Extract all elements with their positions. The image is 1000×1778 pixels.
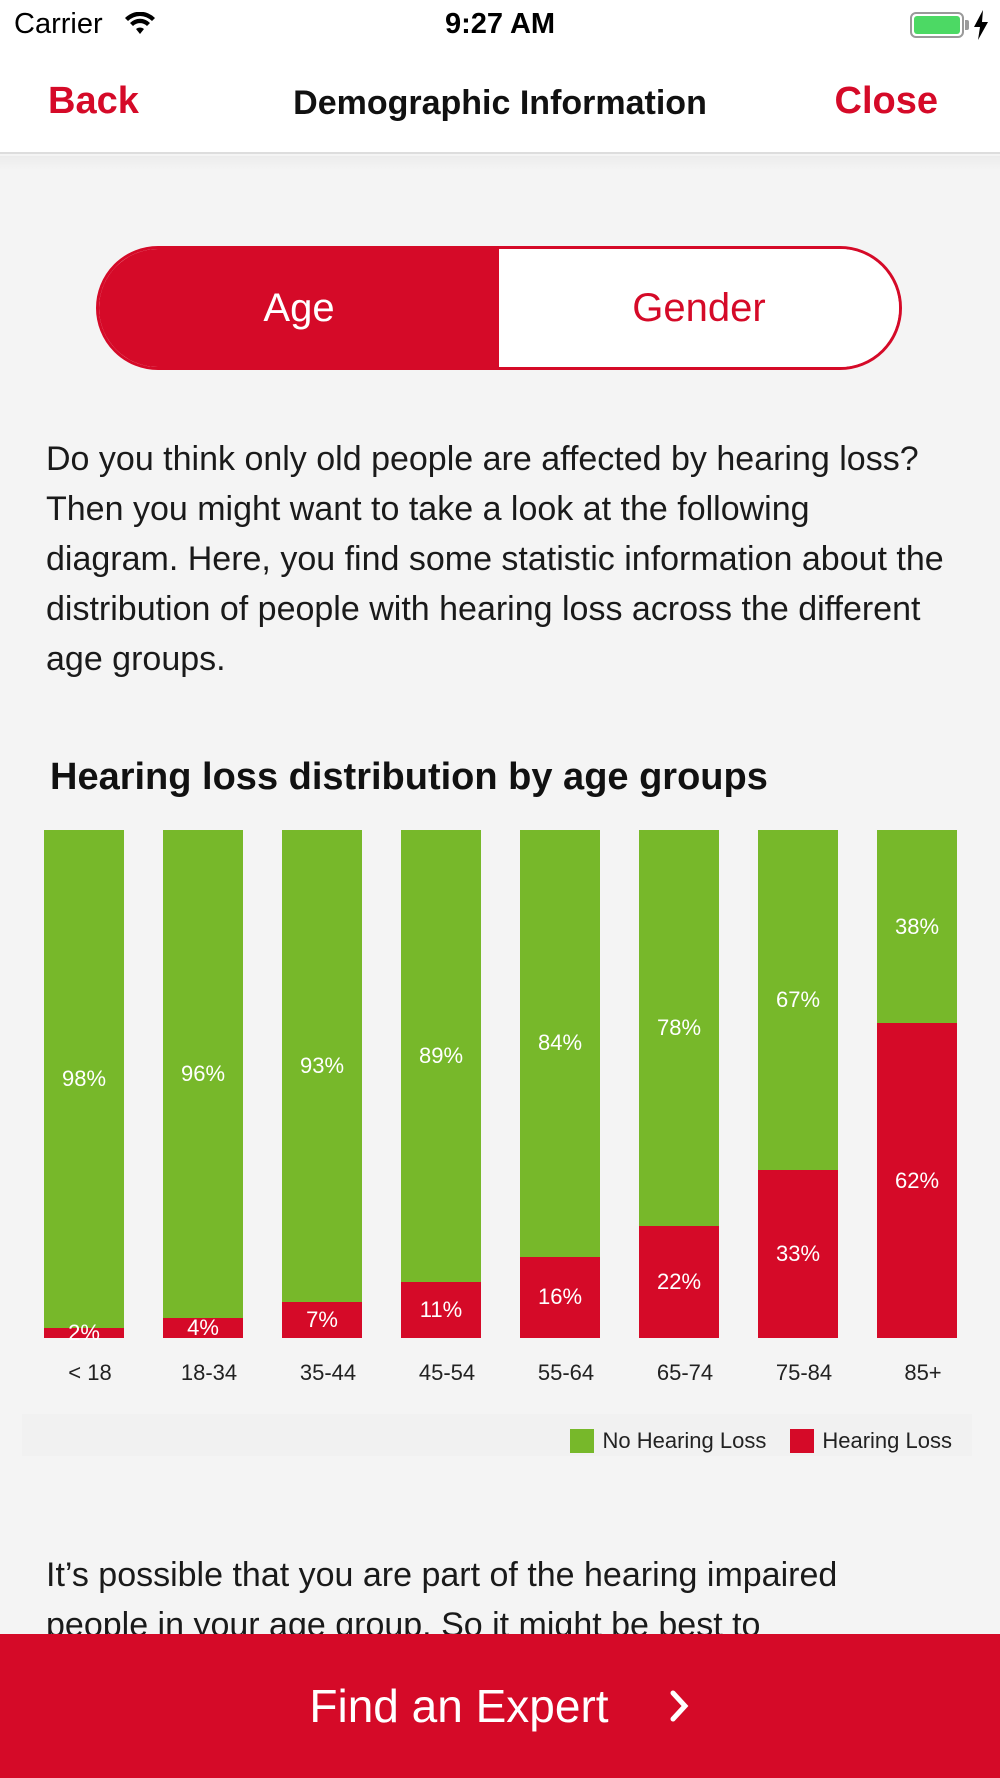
chevron-right-icon	[670, 1690, 688, 1722]
bar-segment-hearing-loss	[163, 1317, 243, 1338]
data-label-hearing-loss: 16%	[537, 1284, 583, 1310]
carrier-label: Carrier	[14, 8, 103, 40]
bar-segment-no-hearing-loss	[163, 830, 243, 1318]
bar-segment-no-hearing-loss	[44, 830, 124, 1328]
bar-segment-hearing-loss	[282, 1302, 362, 1338]
battery-icon	[910, 12, 964, 38]
chart-title: Hearing loss distribution by age groups	[50, 756, 768, 798]
stacked-bar-chart: 98% 2% < 18 96% 4% 18-34 93% 7% 35-44 89% 11% 45-54…	[0, 820, 1000, 1420]
bar-0: 98% 2%	[44, 830, 124, 1345]
data-label-no-hearing-loss: 78%	[656, 1015, 702, 1041]
age-gender-segmented-control: Age Gender	[96, 246, 902, 370]
bar-4: 84% 16%	[520, 830, 600, 1338]
tab-age[interactable]: Age	[99, 249, 499, 367]
intro-paragraph: Do you think only old people are affecte…	[46, 440, 944, 678]
legend-swatch-green	[570, 1429, 595, 1453]
x-tick-label: 18-34	[180, 1360, 238, 1385]
close-button[interactable]: Close	[834, 80, 938, 122]
bar-1: 96% 4%	[163, 830, 243, 1340]
bar-segment-hearing-loss	[758, 1170, 838, 1338]
status-bar: Carrier 9:27 AM	[0, 0, 1000, 50]
find-expert-label: Find an Expert	[309, 1680, 609, 1732]
x-tick-label: 35-44	[299, 1360, 357, 1385]
x-tick-label: < 18	[68, 1360, 112, 1385]
x-tick-label: 55-64	[537, 1360, 595, 1385]
data-label-no-hearing-loss: 93%	[299, 1053, 345, 1079]
navigation-bar: Back Demographic Information Close	[0, 50, 1000, 154]
bar-segment-no-hearing-loss	[639, 830, 719, 1227]
bar-segment-hearing-loss	[44, 1327, 124, 1338]
data-label-no-hearing-loss: 89%	[418, 1043, 464, 1069]
bar-segment-no-hearing-loss	[758, 830, 838, 1171]
bar-2: 93% 7%	[282, 830, 362, 1338]
bar-segment-no-hearing-loss	[282, 830, 362, 1303]
bar-7: 38% 62%	[877, 830, 957, 1338]
legend-item-hearing-loss: Hearing Loss	[790, 1428, 952, 1454]
data-label-hearing-loss: 4%	[187, 1314, 219, 1340]
data-label-no-hearing-loss: 96%	[180, 1060, 226, 1086]
battery-tip	[965, 20, 969, 30]
bar-3: 89% 11%	[401, 830, 481, 1338]
bar-segment-no-hearing-loss	[877, 830, 957, 1024]
charging-bolt-icon	[974, 10, 988, 40]
data-label-hearing-loss: 11%	[419, 1297, 463, 1323]
bar-5: 78% 22%	[639, 830, 719, 1338]
x-tick-label: 85+	[904, 1360, 942, 1385]
data-label-hearing-loss: 7%	[306, 1307, 338, 1333]
data-label-no-hearing-loss: 98%	[61, 1065, 107, 1091]
nav-divider	[0, 156, 1000, 170]
bar-segment-hearing-loss	[877, 1023, 957, 1338]
data-label-hearing-loss: 22%	[656, 1269, 702, 1295]
legend-swatch-red	[790, 1429, 815, 1453]
data-label-no-hearing-loss: 38%	[894, 913, 940, 939]
clock: 9:27 AM	[444, 8, 556, 40]
find-expert-button[interactable]: Find an Expert	[0, 1634, 1000, 1778]
x-tick-label: 65-74	[656, 1360, 714, 1385]
data-label-hearing-loss: 2%	[68, 1319, 100, 1345]
bar-segment-hearing-loss	[401, 1282, 481, 1338]
wifi-icon	[125, 12, 155, 34]
bar-segment-hearing-loss	[520, 1256, 600, 1338]
legend-label: No Hearing Loss	[602, 1428, 767, 1453]
bar-segment-hearing-loss	[639, 1226, 719, 1338]
back-button[interactable]: Back	[48, 80, 139, 122]
data-label-no-hearing-loss: 67%	[775, 987, 821, 1013]
bar-6: 67% 33%	[758, 830, 838, 1338]
x-tick-label: 75-84	[775, 1360, 833, 1385]
chart-legend: No Hearing Loss Hearing Loss	[546, 1428, 952, 1454]
bar-segment-no-hearing-loss	[401, 830, 481, 1283]
data-label-hearing-loss: 62%	[894, 1167, 940, 1193]
tab-gender[interactable]: Gender	[499, 249, 899, 367]
x-tick-label: 45-54	[418, 1360, 476, 1385]
data-label-no-hearing-loss: 84%	[537, 1030, 583, 1056]
legend-label: Hearing Loss	[822, 1428, 952, 1453]
bar-segment-no-hearing-loss	[520, 830, 600, 1257]
page-title: Demographic Information	[293, 84, 707, 122]
legend-item-no-hearing-loss: No Hearing Loss	[570, 1428, 766, 1454]
data-label-hearing-loss: 33%	[775, 1241, 821, 1267]
